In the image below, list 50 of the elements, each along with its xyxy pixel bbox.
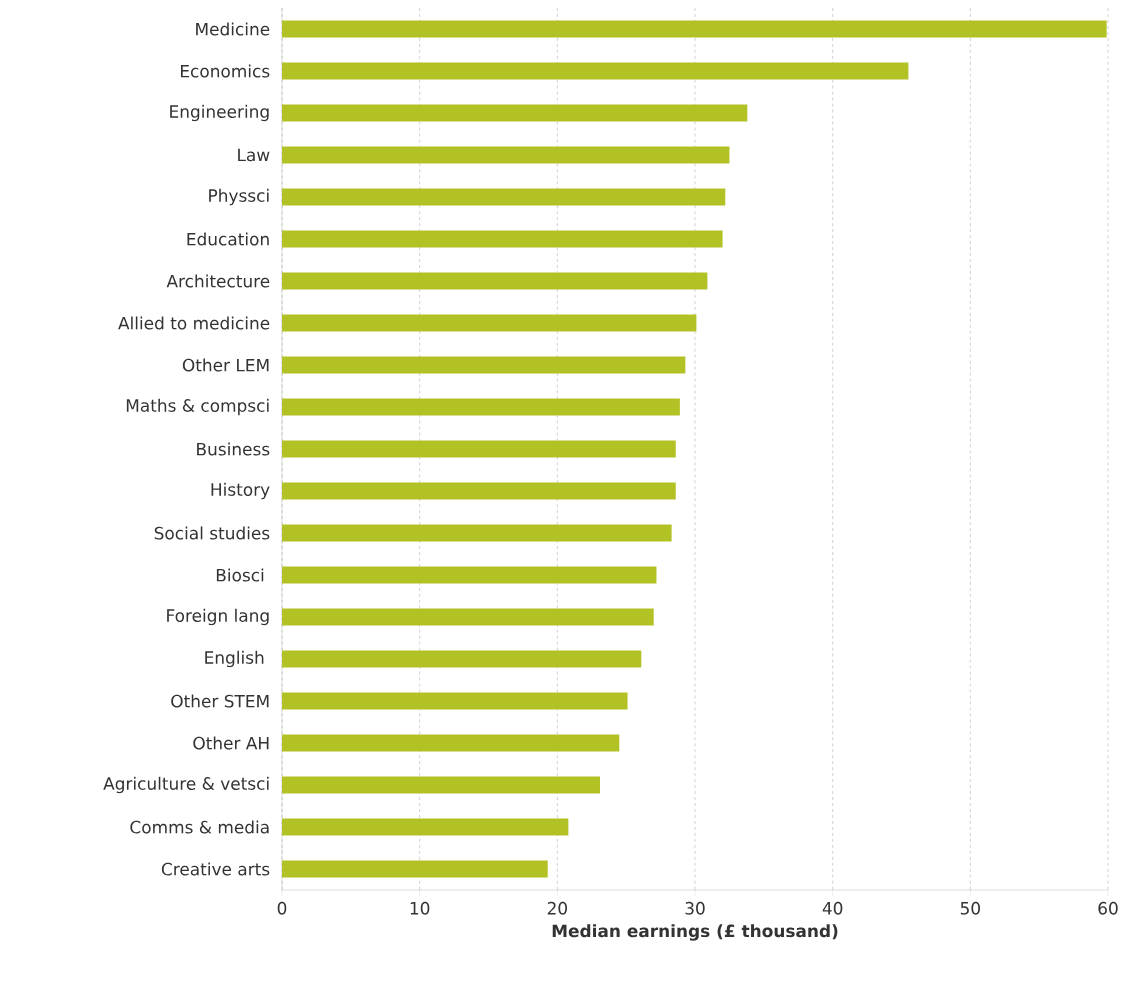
y-tick-label: Physsci (209, 188, 269, 206)
x-tick-label: 10 (410, 901, 430, 915)
y-tick-label: Business (197, 442, 270, 456)
y-tick-label: Architecture (166, 274, 270, 288)
x-tick-label: 60 (1098, 901, 1118, 915)
y-tick-label: Foreign lang (167, 608, 269, 626)
bar (282, 524, 672, 542)
y-tick-label: Education (187, 232, 269, 246)
x-tick-label: 50 (960, 901, 980, 915)
bar (282, 818, 569, 836)
x-tick-label: 40 (822, 901, 843, 915)
x-tick-label: 20 (547, 901, 567, 915)
bar (282, 146, 730, 164)
bar (282, 440, 676, 458)
y-tick-label: Other STEM (171, 694, 269, 708)
bar (282, 482, 676, 500)
y-tick-label: Engineering (170, 104, 269, 122)
y-tick-label: Agriculture & vetsci (103, 776, 269, 794)
y-tick-label: Social studies (154, 526, 270, 540)
y-tick-label: Creative arts (161, 862, 270, 876)
y-tick-label: Economics (181, 64, 270, 78)
bar (282, 104, 748, 122)
bar (282, 734, 620, 752)
y-tick-label: English (205, 650, 264, 668)
bar (282, 230, 723, 248)
y-tick-label: Law (238, 148, 270, 162)
y-tick-label: Other AH (193, 736, 269, 750)
bar (282, 692, 628, 710)
bar (282, 272, 708, 290)
bar (282, 20, 1107, 38)
bar (282, 398, 680, 416)
bar (282, 356, 686, 374)
bar (282, 188, 726, 206)
y-tick-label: Medicine (196, 22, 270, 36)
bar (282, 650, 642, 668)
x-tick-label: 30 (685, 901, 705, 915)
x-axis-title: Median earnings (£ thousand) (552, 924, 838, 941)
y-tick-label: Biosci (216, 568, 264, 582)
bar (282, 314, 697, 332)
y-tick-label: Other LEM (182, 358, 269, 372)
bar (282, 776, 601, 794)
y-tick-label: Maths & compsci (126, 398, 269, 416)
bar (282, 62, 909, 80)
bar (282, 566, 657, 584)
bar (282, 860, 548, 878)
y-tick-label: Allied to medicine (118, 316, 270, 330)
x-tick-label: 0 (277, 901, 287, 915)
bar (282, 608, 654, 626)
y-tick-label: Comms & media (130, 820, 269, 834)
y-tick-label: History (211, 482, 270, 500)
